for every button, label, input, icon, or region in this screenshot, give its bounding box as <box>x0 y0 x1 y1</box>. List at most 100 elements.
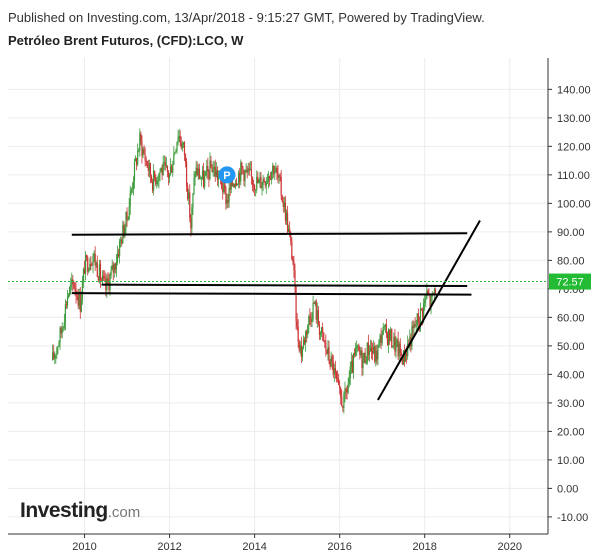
candle-body <box>212 169 214 173</box>
candle-body <box>115 262 118 270</box>
candle-body <box>171 166 173 173</box>
candle-body <box>281 195 283 202</box>
candle-body <box>184 154 187 162</box>
y-tick-label: -10.00 <box>557 512 588 524</box>
candle-body <box>245 170 247 171</box>
candle-body <box>196 167 198 176</box>
candle-body <box>269 178 272 180</box>
candle-body <box>109 275 111 290</box>
candle-body <box>116 253 119 263</box>
candle-body <box>348 378 350 385</box>
x-tick-label: 2010 <box>72 541 96 553</box>
y-tick-label: 140.00 <box>557 84 591 96</box>
candle-body <box>326 349 328 354</box>
candle-body <box>378 339 380 346</box>
candle-body <box>62 327 64 329</box>
candle-body <box>112 265 114 273</box>
candle-body <box>312 303 314 320</box>
candle-body <box>53 352 55 359</box>
candle-body <box>189 192 191 219</box>
candle-body <box>391 328 393 347</box>
candle-body <box>161 167 163 175</box>
candle-body <box>311 319 313 322</box>
candle-body <box>256 176 258 190</box>
candle-body <box>392 345 394 347</box>
candle-body <box>125 211 127 228</box>
candle-body <box>268 176 271 179</box>
candle-body <box>164 162 166 167</box>
candle-body <box>77 296 79 306</box>
candle-body <box>233 184 236 187</box>
candle-body <box>71 279 73 285</box>
candle-body <box>98 264 101 281</box>
candle-body <box>429 295 431 306</box>
candle-body <box>335 372 338 379</box>
last-price-box <box>549 273 591 290</box>
candle-body <box>324 340 326 343</box>
y-tick-label: 10.00 <box>557 455 585 467</box>
candle-body <box>69 286 71 295</box>
candle-body <box>210 160 212 168</box>
candle-body <box>403 350 406 362</box>
investing-logo: Investing.com <box>20 499 140 523</box>
candle-body <box>299 345 301 351</box>
candle-body <box>427 290 429 295</box>
candle-body <box>140 133 142 141</box>
logo-main: Investing <box>20 499 108 522</box>
candle-body <box>232 184 234 187</box>
candle-body <box>157 180 159 181</box>
candle-body <box>244 170 246 181</box>
candle-body <box>411 326 413 347</box>
candle-body <box>114 263 116 270</box>
candle-body <box>396 339 398 342</box>
candle-body <box>134 158 137 162</box>
candle-body <box>142 149 144 156</box>
candle-body <box>373 346 375 354</box>
candle-body <box>417 313 419 323</box>
candle-body <box>315 301 317 320</box>
candle-body <box>202 170 205 187</box>
candle-body <box>250 169 253 177</box>
candle-body <box>117 253 120 257</box>
candle-body <box>120 239 122 241</box>
candle-body <box>86 255 88 258</box>
candle-body <box>63 322 65 328</box>
candle-body <box>382 326 384 335</box>
candle-body <box>394 336 396 352</box>
candle-body <box>133 161 136 182</box>
candle-body <box>257 176 259 183</box>
candle-body <box>80 299 82 312</box>
candle-body <box>207 165 209 172</box>
candle-body <box>228 188 230 203</box>
candle-body <box>241 162 243 168</box>
candle-body <box>342 406 344 409</box>
candle-body <box>156 180 158 185</box>
candle-body <box>389 330 391 341</box>
candle-body <box>409 336 411 347</box>
candle-body <box>187 185 189 199</box>
candle-body <box>155 177 157 185</box>
candle-body <box>150 176 153 182</box>
candle-body <box>255 189 257 191</box>
candle-body <box>313 303 315 304</box>
candle-body <box>350 360 352 367</box>
y-tick-label: 60.00 <box>557 312 585 324</box>
candles <box>52 128 437 414</box>
candle-body <box>341 396 343 407</box>
candle-body <box>359 350 361 356</box>
candle-body <box>119 240 121 257</box>
candle-body <box>398 343 400 357</box>
candle-body <box>193 178 195 194</box>
candle-body <box>252 184 255 186</box>
candle-body <box>242 167 244 171</box>
candle-body <box>275 168 277 173</box>
candle-body <box>158 173 160 181</box>
candle-body <box>325 342 327 350</box>
candle-body <box>79 293 81 312</box>
last-price: 72.57 <box>8 273 591 290</box>
candle-body <box>310 317 312 322</box>
candle-body <box>224 181 226 189</box>
candle-body <box>168 173 171 178</box>
candle-body <box>194 174 196 179</box>
